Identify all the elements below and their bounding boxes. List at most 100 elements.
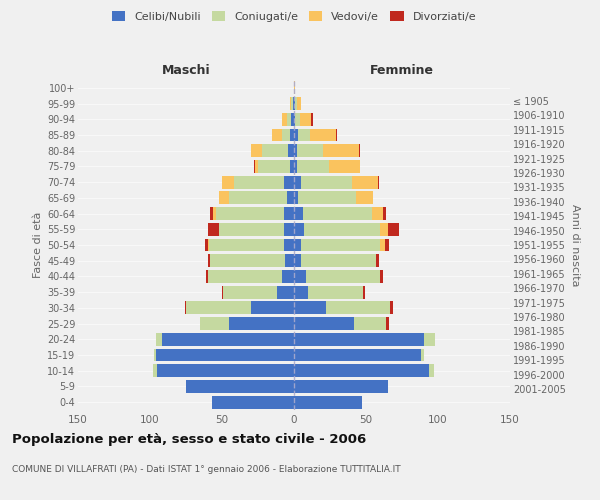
- Bar: [272, 128, 283, 141]
- Bar: [287, 113, 291, 126]
- Bar: [229, 317, 294, 330]
- Bar: [211, 254, 286, 267]
- Bar: [284, 176, 294, 188]
- Bar: [385, 238, 389, 252]
- Bar: [294, 128, 298, 141]
- Bar: [421, 348, 424, 362]
- Bar: [294, 317, 355, 330]
- Bar: [301, 176, 352, 188]
- Bar: [302, 207, 372, 220]
- Bar: [251, 144, 262, 157]
- Bar: [359, 144, 360, 157]
- Bar: [294, 286, 308, 298]
- Bar: [297, 97, 301, 110]
- Bar: [212, 396, 294, 408]
- Bar: [161, 333, 294, 345]
- Bar: [294, 207, 302, 220]
- Bar: [336, 128, 337, 141]
- Bar: [297, 160, 329, 173]
- Bar: [219, 192, 229, 204]
- Bar: [185, 302, 186, 314]
- Bar: [294, 364, 430, 377]
- Y-axis label: Fasce di età: Fasce di età: [32, 212, 43, 278]
- Y-axis label: Anni di nascita: Anni di nascita: [570, 204, 580, 286]
- Bar: [254, 160, 255, 173]
- Bar: [430, 364, 434, 377]
- Bar: [298, 192, 356, 204]
- Text: Popolazione per età, sesso e stato civile - 2006: Popolazione per età, sesso e stato civil…: [12, 432, 366, 446]
- Bar: [156, 348, 294, 362]
- Bar: [258, 160, 290, 173]
- Bar: [284, 223, 294, 235]
- Bar: [291, 113, 294, 126]
- Bar: [294, 176, 301, 188]
- Bar: [308, 286, 363, 298]
- Bar: [380, 223, 388, 235]
- Bar: [329, 160, 360, 173]
- Bar: [214, 207, 216, 220]
- Bar: [233, 176, 284, 188]
- Bar: [208, 238, 209, 252]
- Bar: [208, 223, 219, 235]
- Bar: [297, 144, 323, 157]
- Bar: [294, 238, 301, 252]
- Bar: [222, 176, 233, 188]
- Bar: [283, 128, 290, 141]
- Bar: [363, 286, 365, 298]
- Bar: [376, 254, 379, 267]
- Text: Maschi: Maschi: [161, 64, 211, 77]
- Bar: [156, 333, 161, 345]
- Bar: [391, 302, 394, 314]
- Bar: [294, 223, 304, 235]
- Bar: [301, 238, 380, 252]
- Bar: [287, 192, 294, 204]
- Bar: [291, 97, 293, 110]
- Bar: [372, 207, 383, 220]
- Bar: [383, 207, 386, 220]
- Bar: [186, 380, 294, 393]
- Bar: [286, 254, 294, 267]
- Bar: [294, 113, 295, 126]
- Bar: [301, 254, 376, 267]
- Bar: [310, 128, 336, 141]
- Bar: [229, 192, 287, 204]
- Bar: [154, 348, 156, 362]
- Bar: [284, 207, 294, 220]
- Bar: [355, 317, 386, 330]
- Bar: [290, 160, 294, 173]
- Text: Femmine: Femmine: [370, 64, 434, 77]
- Bar: [294, 348, 421, 362]
- Bar: [388, 223, 399, 235]
- Bar: [216, 207, 284, 220]
- Bar: [209, 238, 284, 252]
- Bar: [380, 238, 385, 252]
- Bar: [295, 113, 300, 126]
- Bar: [294, 254, 301, 267]
- Bar: [288, 144, 294, 157]
- Text: COMUNE DI VILLAFRATI (PA) - Dati ISTAT 1° gennaio 2006 - Elaborazione TUTTITALIA: COMUNE DI VILLAFRATI (PA) - Dati ISTAT 1…: [12, 466, 401, 474]
- Bar: [284, 238, 294, 252]
- Bar: [219, 223, 284, 235]
- Bar: [206, 270, 208, 283]
- Bar: [295, 97, 297, 110]
- Bar: [255, 160, 258, 173]
- Legend: Celibi/Nubili, Coniugati/e, Vedovi/e, Divorziati/e: Celibi/Nubili, Coniugati/e, Vedovi/e, Di…: [109, 8, 479, 25]
- Bar: [277, 286, 294, 298]
- Bar: [386, 317, 389, 330]
- Bar: [262, 144, 288, 157]
- Bar: [305, 270, 380, 283]
- Bar: [294, 302, 326, 314]
- Bar: [326, 302, 391, 314]
- Bar: [294, 97, 295, 110]
- Bar: [290, 128, 294, 141]
- Bar: [352, 176, 377, 188]
- Bar: [294, 270, 305, 283]
- Bar: [323, 144, 359, 157]
- Bar: [290, 97, 291, 110]
- Bar: [294, 396, 362, 408]
- Bar: [356, 192, 373, 204]
- Bar: [223, 286, 277, 298]
- Bar: [222, 286, 223, 298]
- Bar: [424, 333, 435, 345]
- Bar: [294, 333, 424, 345]
